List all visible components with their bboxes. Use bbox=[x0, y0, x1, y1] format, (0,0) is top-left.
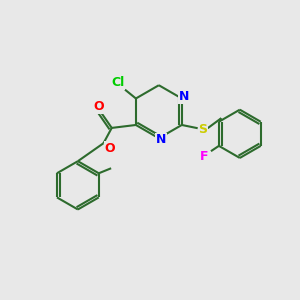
Text: N: N bbox=[156, 133, 166, 146]
Text: O: O bbox=[105, 142, 115, 155]
Text: N: N bbox=[179, 91, 189, 103]
Text: Cl: Cl bbox=[112, 76, 125, 89]
Text: S: S bbox=[199, 123, 208, 136]
Text: F: F bbox=[200, 150, 208, 163]
Text: O: O bbox=[94, 100, 104, 113]
